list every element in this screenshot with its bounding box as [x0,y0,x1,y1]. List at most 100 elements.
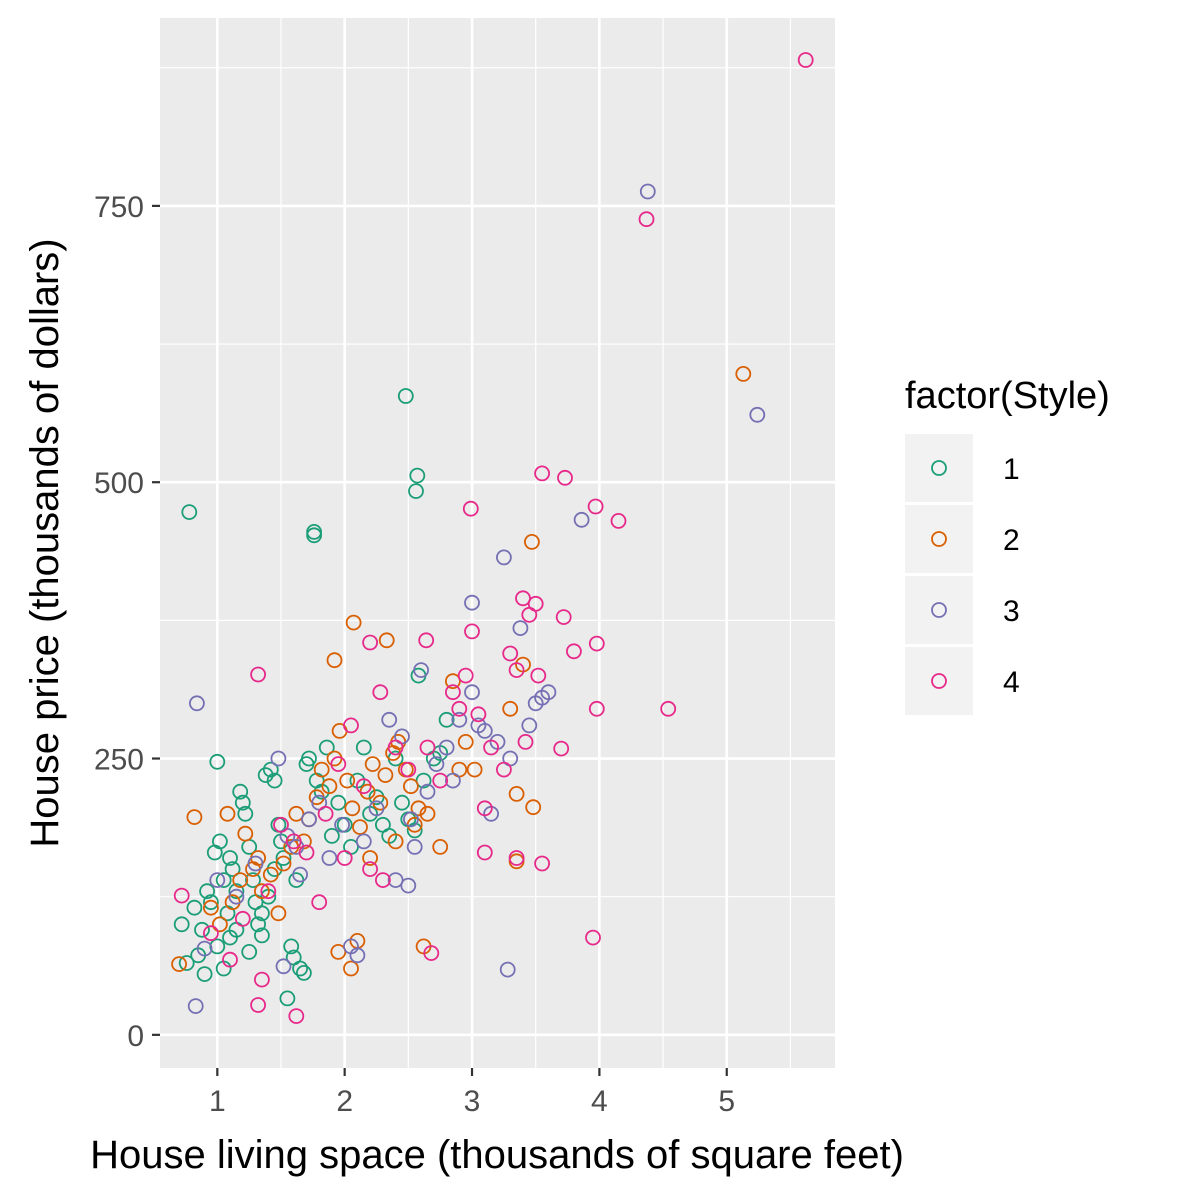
data-point-style-2 [419,805,436,822]
data-point-style-2 [444,673,461,690]
data-point-style-4 [508,662,525,678]
data-point-style-4 [362,861,379,877]
data-point-style-1 [323,828,340,844]
data-point-style-3 [334,816,351,833]
legend-key-symbol [931,673,947,689]
data-point-style-1 [173,916,190,933]
data-point-style-1 [202,894,219,911]
data-point-style-3 [187,998,204,1014]
data-point-style-4 [508,850,525,866]
data-point-style-1 [301,750,317,767]
data-point-style-4 [343,717,359,734]
legend-key-symbol [931,531,947,547]
data-point-style-3 [749,406,766,423]
data-point-style-1 [211,833,228,850]
data-point-style-1 [283,938,300,955]
data-point-style-4 [400,761,417,778]
data-point-style-3 [247,855,264,872]
data-point-style-1 [194,921,210,938]
data-point-style-2 [352,819,368,835]
data-point-style-4 [797,52,814,68]
data-point-style-3 [521,717,538,734]
data-point-style-4 [298,844,315,861]
data-point-style-2 [262,866,279,883]
data-point-style-4 [173,887,190,904]
data-point-style-4 [534,465,550,482]
data-point-style-4 [585,929,601,946]
data-point-style-2 [313,761,330,778]
data-point-style-4 [336,850,353,866]
data-point-style-4 [330,756,347,772]
data-point-style-2 [270,905,287,922]
data-point-style-1 [397,388,414,404]
data-point-style-1 [241,944,258,960]
legend-key-symbol [931,460,947,476]
data-point-style-2 [364,756,381,772]
data-point-style-2 [432,839,449,855]
data-point-style-3 [270,750,287,767]
x-tick-label: 5 [718,1085,735,1118]
data-point-style-4 [476,800,493,817]
data-point-style-1 [275,850,292,866]
data-point-style-2 [237,825,254,842]
legend-label: 2 [1003,524,1020,557]
data-point-style-1 [295,965,312,981]
data-point-style-2 [326,652,343,669]
data-point-style-2 [410,800,427,817]
data-point-style-4 [253,971,270,988]
data-point-style-2 [377,767,394,783]
data-point-style-1 [199,883,216,900]
data-point-style-4 [495,761,512,778]
data-point-style-4 [588,700,605,717]
data-point-style-3 [292,866,309,883]
x-tick-label: 1 [209,1085,226,1118]
legend-label: 4 [1003,666,1020,699]
data-point-style-3 [402,811,419,828]
data-point-style-4 [515,590,531,607]
data-point-style-3 [639,183,656,200]
data-point-style-3 [438,739,455,756]
legend-key-bg [905,576,973,644]
data-point-style-4 [362,634,379,651]
data-point-style-3 [499,961,516,978]
legend-key-bg [905,434,973,502]
data-point-style-3 [275,958,292,975]
legend: factor(Style) 1 2 3 4 [905,375,1110,715]
data-point-style-1 [438,711,455,728]
data-point-style-4 [530,667,547,684]
data-point-style-3 [209,872,226,888]
data-point-style-1 [224,861,241,877]
data-point-style-1 [318,739,335,756]
y-tick-label: 750 [94,191,144,224]
data-point-style-3 [321,850,338,866]
x-tick-label: 2 [336,1085,353,1118]
data-point-style-2 [378,632,395,649]
data-point-style-2 [171,956,188,972]
data-point-style-4 [557,469,573,486]
data-point-style-2 [508,786,525,802]
data-point-style-1 [196,966,213,982]
data-point-style-2 [345,614,362,631]
data-point-style-4 [234,910,251,927]
y-tick-label: 250 [94,744,144,777]
legend-key-bg [905,505,973,573]
data-point-style-3 [406,839,423,855]
data-point-style-1 [232,783,249,800]
data-point-style-2 [186,809,203,825]
data-point-style-3 [573,511,590,528]
data-point-style-4 [288,1008,305,1024]
x-tick-label: 3 [464,1085,481,1118]
data-point-style-3 [419,783,436,800]
data-point-style-2 [288,805,305,822]
data-point-style-2 [253,883,270,900]
legend-label: 3 [1003,595,1020,628]
data-point-style-1 [415,772,432,789]
data-point-style-1 [186,899,203,916]
data-point-style-1 [215,872,232,888]
data-point-style-2 [525,799,542,816]
data-point-style-4 [311,894,328,911]
data-point-style-4 [222,951,238,968]
data-point-style-1 [178,955,195,971]
data-point-style-1 [406,822,423,839]
data-point-style-4 [355,778,372,795]
